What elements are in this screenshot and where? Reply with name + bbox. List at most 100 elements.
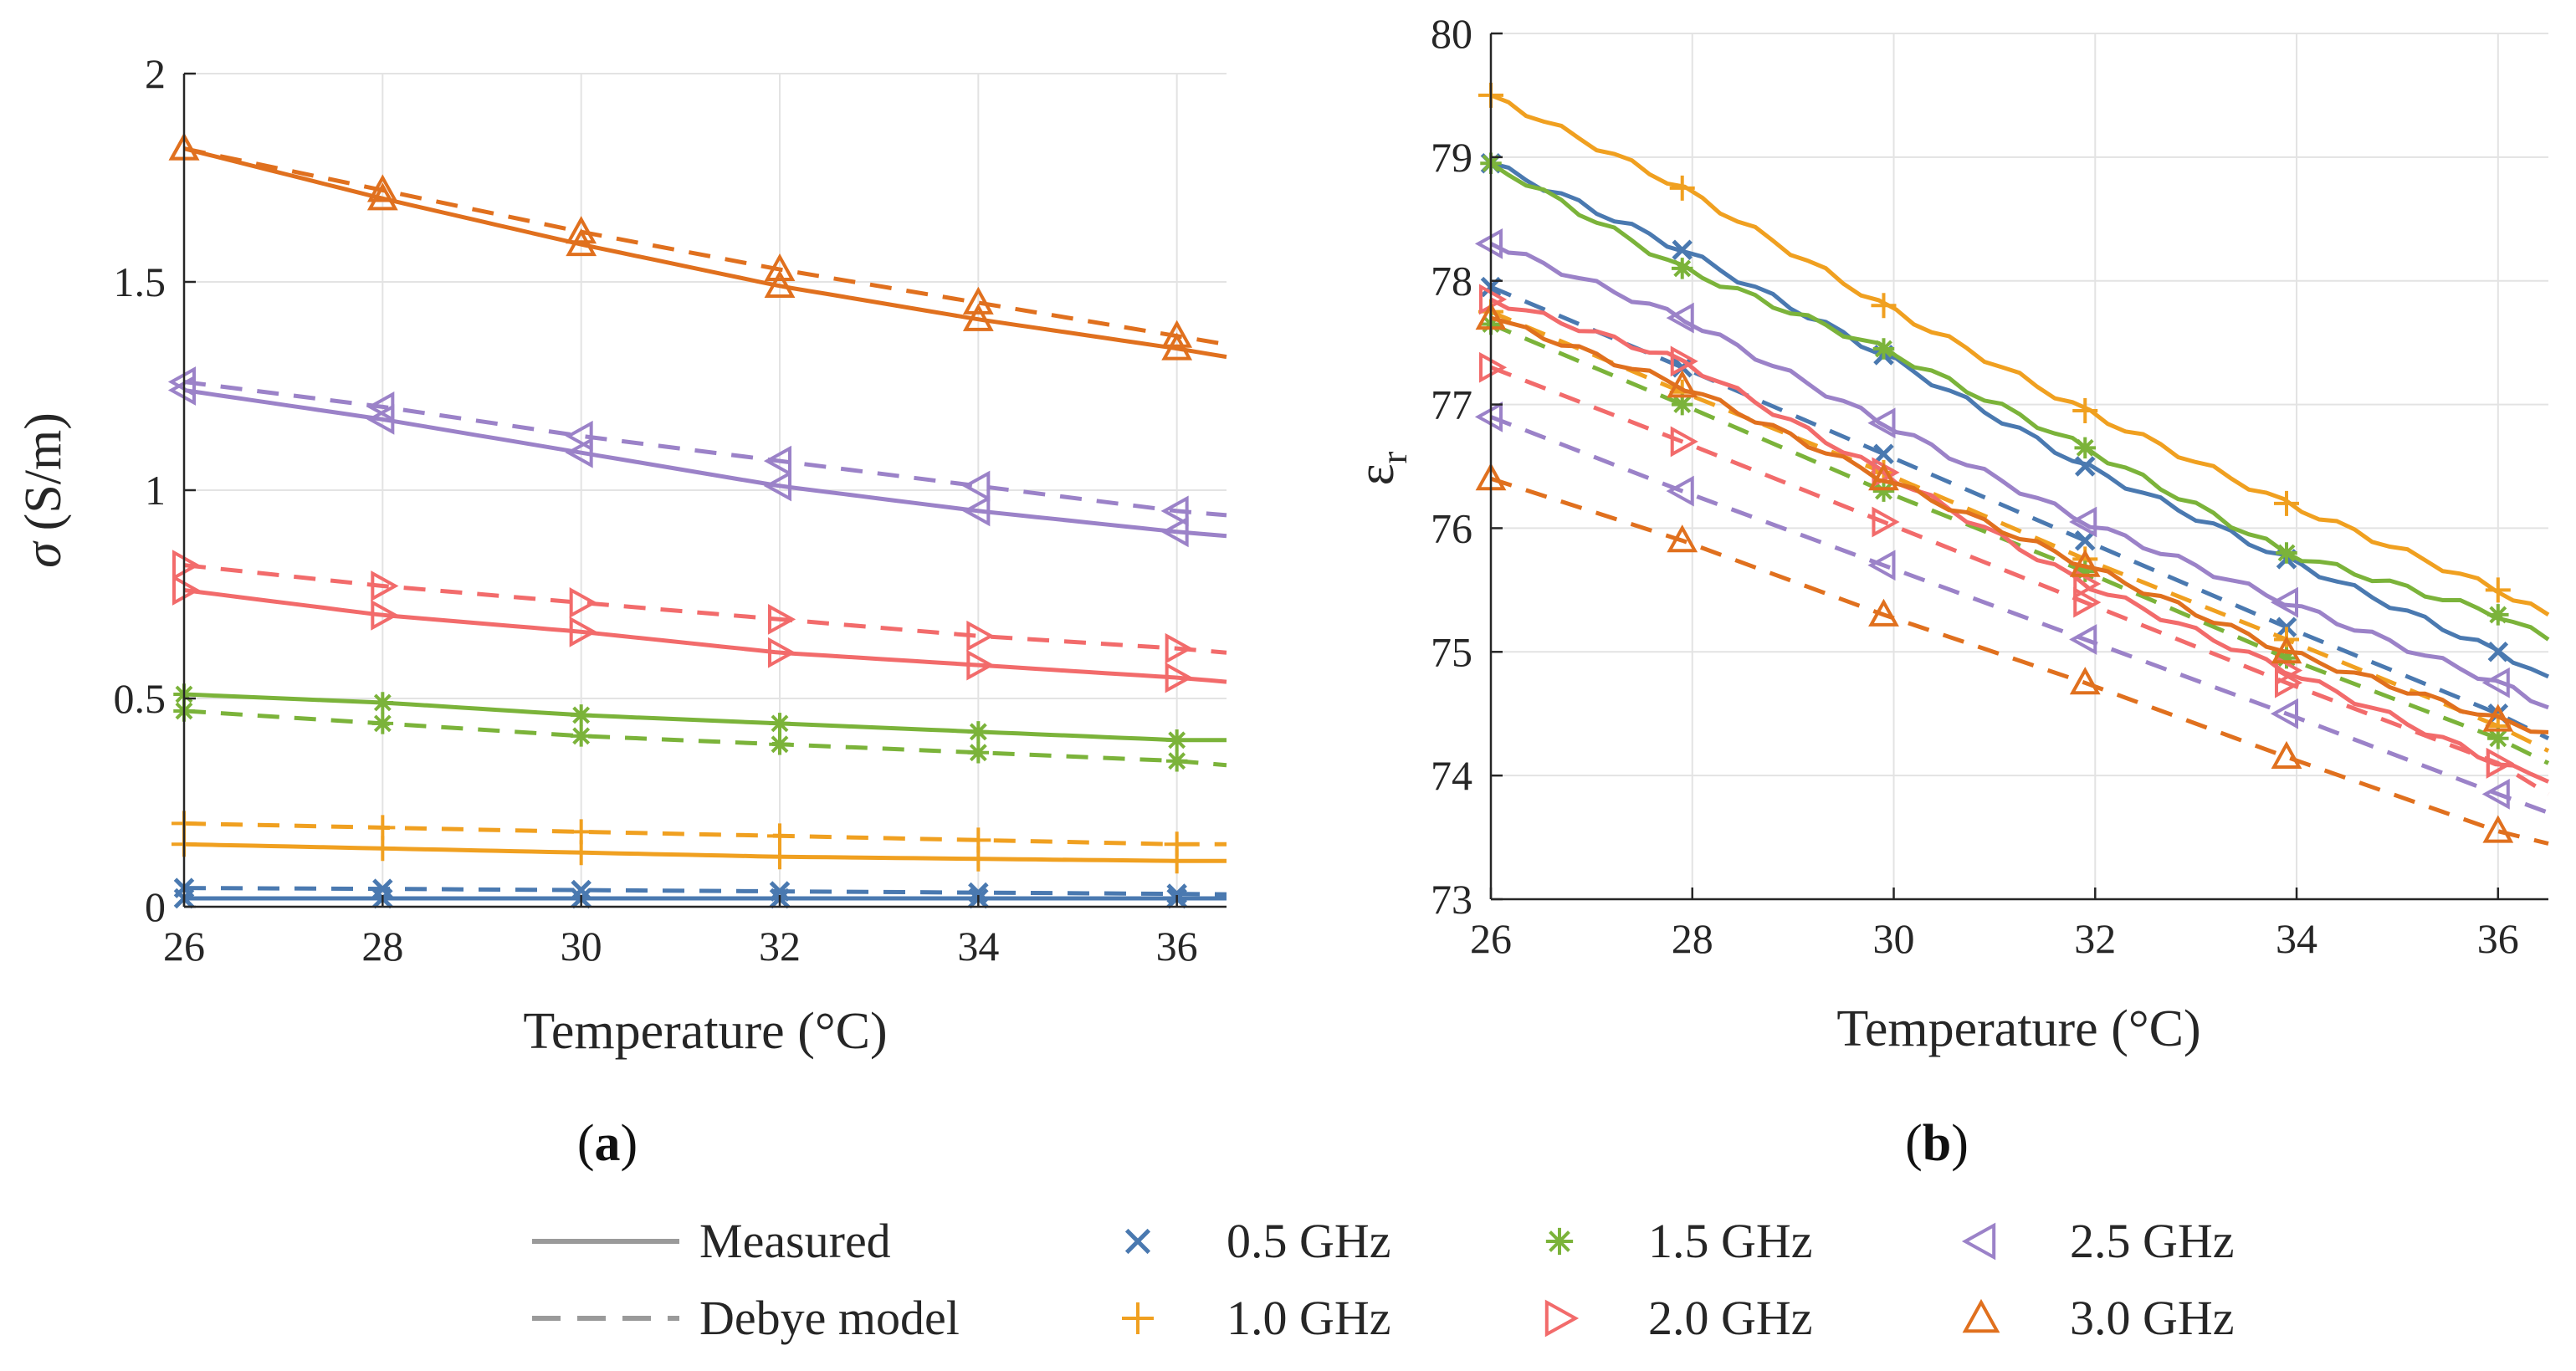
legend-item-0-5-ghz: 0.5 GHz	[1124, 1214, 1391, 1268]
panel-a-marker-debye-3-0-ghz	[366, 174, 398, 202]
panel-a-series-0-5-ghz	[173, 877, 1227, 909]
panel-b-marker-measured-3-0-ghz	[2069, 549, 2101, 577]
panel-b-marker-measured-1-0-ghz	[2485, 577, 2511, 603]
panel-b-marker-debye-3-0-ghz	[2482, 815, 2514, 843]
panel-a-measured-line-3-0-ghz	[183, 146, 1227, 360]
panel-b-ytick-label: 78	[1431, 258, 1472, 304]
panel-b-debye-line-0-5-ghz	[1490, 284, 2550, 741]
panel-a-marker-measured-2-5-ghz	[1160, 516, 1189, 548]
panel-a-marker-measured-3-0-ghz	[962, 303, 994, 331]
panel-a-ytick-label: 1.5	[114, 258, 166, 305]
panel-b-marker-measured-3-0-ghz	[2482, 703, 2514, 732]
legend-debye: Debye model	[532, 1291, 960, 1345]
panel-b-marker-measured-1-5-ghz	[2074, 437, 2096, 459]
panel-a-marker-debye-2-5-ghz	[763, 445, 791, 477]
panel-a-marker-debye-1-0-ghz	[767, 823, 792, 849]
legend-label-2-0-ghz: 2.0 GHz	[1648, 1291, 1813, 1345]
legend-marker-3-0-ghz	[1962, 1298, 2000, 1333]
panel-b-marker-debye-3-0-ghz	[2069, 667, 2101, 695]
panel-b-debye-line-2-0-ghz	[1490, 365, 2550, 796]
panel-a-marker-debye-2-0-ghz	[1165, 632, 1193, 664]
panel-b-marker-measured-1-5-ghz	[2487, 604, 2509, 626]
panel-a-series-3-0-ghz	[168, 132, 1227, 361]
panel-a-xtick-label: 28	[361, 923, 403, 969]
panel-a-marker-measured-2-0-ghz	[172, 575, 201, 606]
panel-a-debye-line-2-5-ghz	[183, 380, 1227, 518]
panel-a-xtick-label: 30	[561, 923, 602, 969]
legend-label-3-0-ghz: 3.0 GHz	[2070, 1291, 2235, 1345]
panel-b-marker-measured-1-5-ghz	[1671, 258, 1693, 279]
legend-measured-label: Measured	[699, 1214, 891, 1268]
panel-b-marker-debye-2-5-ghz	[2270, 698, 2299, 729]
panel-a-marker-debye-3-0-ghz	[764, 253, 796, 282]
panel-b-marker-measured-3-0-ghz	[2271, 636, 2302, 664]
legend-item-2-5-ghz: 2.5 GHz	[1961, 1214, 2235, 1268]
panel-b-ytick-label: 79	[1431, 134, 1472, 181]
panel-a-marker-measured-1-5-ghz	[570, 704, 592, 726]
panel-a-marker-debye-2-0-ghz	[966, 620, 995, 652]
panel-b-marker-measured-1-0-ghz	[1871, 293, 1897, 319]
panel-a-marker-measured-2-0-ghz	[966, 649, 995, 681]
panel-a-xtick-label: 34	[957, 923, 999, 969]
panel-a-marker-debye-1-5-ghz	[967, 741, 990, 764]
panel-a-series-1-0-ghz	[172, 811, 1227, 874]
panel-a-xtick-label: 36	[1156, 923, 1198, 969]
panel-b-measured-line-2-0-ghz	[1489, 297, 2550, 784]
panel-b-marker-debye-2-0-ghz	[1479, 351, 1508, 383]
panel-a-marker-debye-2-5-ghz	[962, 470, 991, 502]
panel-a-ytick-label: 0	[145, 883, 166, 930]
panel-b-marker-debye-2-5-ghz	[2069, 624, 2097, 655]
panel-b-xtick-label: 32	[2074, 915, 2116, 962]
panel-b-measured-line-0-5-ghz	[1490, 161, 2550, 679]
panel-b-marker-measured-2-0-ghz	[1670, 345, 1698, 377]
panel-b-measured-line-3-0-ghz	[1490, 315, 2549, 734]
panel-b-x-ticks: 26 28 30 32 34 36	[1470, 888, 2519, 962]
panel-a-y-symbol: σ	[15, 540, 72, 568]
panel-a-x-ticks: 26 28 30 32 34 36	[163, 895, 1198, 969]
panel-a-marker-measured-2-0-ghz	[371, 600, 399, 631]
panel-a-marker-measured-2-0-ghz	[569, 616, 597, 647]
panel-a-marker-measured-1-5-ghz	[1165, 729, 1188, 751]
panel-a-grid	[183, 73, 1227, 908]
panel-a-marker-measured-2-0-ghz	[768, 637, 796, 668]
panel-b-marker-measured-2-5-ghz	[1474, 228, 1503, 259]
panel-a-marker-debye-2-0-ghz	[371, 570, 399, 601]
legend-label-0-5-ghz: 0.5 GHz	[1227, 1214, 1391, 1268]
panel-a-marker-debye-0-5-ghz	[372, 878, 393, 899]
panel-a-series-1-5-ghz	[173, 683, 1227, 772]
legend-measured: Measured	[532, 1214, 891, 1268]
panel-a-marker-debye-2-0-ghz	[768, 603, 796, 635]
panel-b-marker-measured-0-5-ghz	[2074, 456, 2096, 477]
panel-a-debye-line-0-5-ghz	[183, 886, 1227, 897]
panel-b-debye-line-1-5-ghz	[1490, 322, 2550, 765]
panel-b-series-2-5-ghz	[1474, 228, 2549, 815]
panel-a-marker-debye-1-0-ghz	[1164, 831, 1190, 857]
panel-b-measured-line-2-5-ghz	[1489, 242, 2549, 710]
panel-b-xtick-label: 36	[2477, 915, 2519, 962]
panel-b-series-1-5-ghz	[1480, 152, 2550, 765]
panel-a-marker-debye-3-0-ghz	[962, 286, 994, 315]
panel-b-marker-measured-2-5-ghz	[2069, 506, 2097, 538]
legend-label-1-5-ghz: 1.5 GHz	[1648, 1214, 1813, 1268]
panel-a-label: (a)	[577, 1115, 638, 1172]
panel-a-marker-measured-1-5-ghz	[371, 692, 394, 714]
legend-marker-2-5-ghz	[1961, 1222, 1996, 1261]
panel-a-marker-debye-2-5-ghz	[1160, 495, 1189, 527]
panel-a-xtick-label: 32	[759, 923, 801, 969]
panel-a-marker-debye-1-0-ghz	[568, 819, 594, 845]
panel-b-marker-measured-1-0-ghz	[2274, 490, 2300, 516]
panel-a-xtick-label: 26	[163, 923, 205, 969]
panel-a-y-unit: (S/m)	[15, 412, 72, 530]
panel-a-marker-debye-1-0-ghz	[370, 815, 396, 841]
panel-a-x-axis-title: Temperature (°C)	[523, 1003, 887, 1060]
panel-b-y-axis-title: εr	[1348, 451, 1415, 485]
panel-b-ytick-label: 76	[1431, 504, 1472, 551]
panel-a-marker-measured-2-5-ghz	[565, 437, 593, 468]
panel-a-ytick-label: 2	[145, 50, 166, 97]
panel-b-marker-debye-3-0-ghz	[1868, 598, 1899, 627]
panel-b-marker-debye-0-5-ghz	[2074, 529, 2096, 551]
panel-a-marker-measured-1-5-ghz	[967, 721, 990, 743]
panel-b-ytick-label: 77	[1431, 381, 1472, 428]
panel-a-marker-debye-2-0-ghz	[172, 550, 201, 581]
